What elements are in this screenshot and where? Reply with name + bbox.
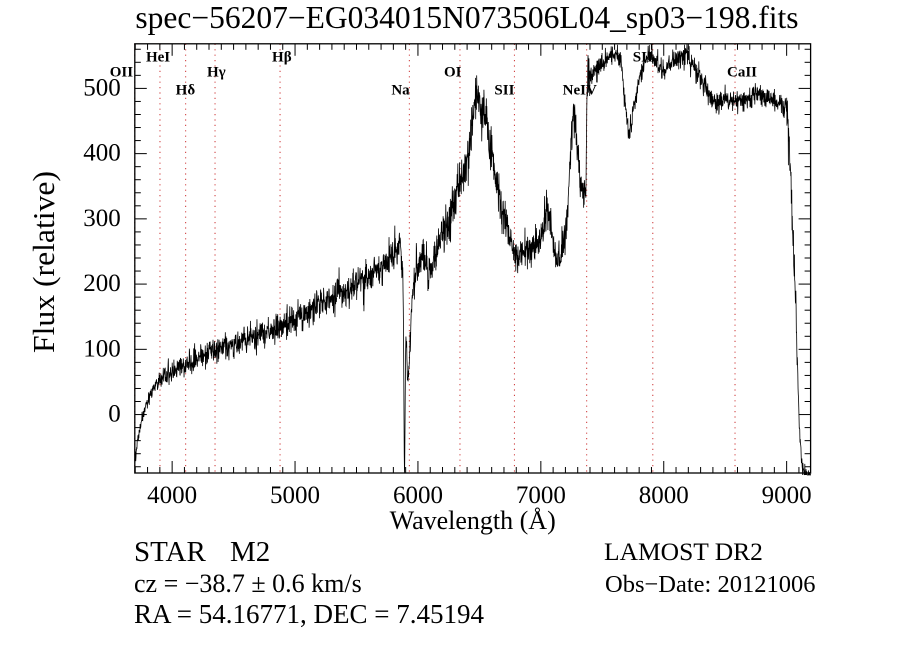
svg-text:Obs−Date: 20121006: Obs−Date: 20121006 — [605, 571, 815, 598]
svg-text:5000: 5000 — [270, 482, 320, 509]
svg-text:6000: 6000 — [393, 482, 443, 509]
svg-text:4000: 4000 — [147, 482, 197, 509]
svg-text:0: 0 — [108, 401, 121, 428]
svg-text:Na: Na — [391, 83, 410, 99]
svg-text:OII: OII — [110, 65, 134, 81]
svg-text:300: 300 — [83, 205, 121, 232]
svg-text:LAMOST DR2: LAMOST DR2 — [604, 537, 763, 566]
svg-text:100: 100 — [83, 335, 121, 362]
svg-text:CaII: CaII — [727, 65, 757, 81]
svg-text:spec−56207−EG034015N073506L04_: spec−56207−EG034015N073506L04_sp03−198.f… — [135, 0, 798, 35]
svg-text:Wavelength (Å): Wavelength (Å) — [390, 506, 556, 535]
svg-text:SII: SII — [494, 83, 514, 99]
svg-text:STAR: STAR — [134, 536, 206, 568]
svg-text:M2: M2 — [230, 536, 270, 568]
svg-text:Hβ: Hβ — [272, 50, 292, 66]
svg-text:NeIV: NeIV — [563, 83, 597, 99]
svg-text:7000: 7000 — [516, 482, 566, 509]
svg-text:Flux (relative): Flux (relative) — [26, 171, 61, 353]
svg-text:200: 200 — [83, 270, 121, 297]
svg-text:Hδ: Hδ — [176, 83, 196, 99]
svg-text:400: 400 — [83, 140, 121, 167]
svg-text:8000: 8000 — [639, 482, 689, 509]
svg-text:OI: OI — [444, 65, 462, 81]
svg-text:RA = 54.16771, DEC = 7.45194: RA = 54.16771, DEC = 7.45194 — [134, 599, 484, 629]
svg-text:9000: 9000 — [762, 482, 812, 509]
svg-text:cz = −38.7 ± 0.6 km/s: cz = −38.7 ± 0.6 km/s — [134, 569, 362, 598]
svg-text:Hγ: Hγ — [207, 65, 226, 81]
svg-text:HeI: HeI — [146, 50, 170, 66]
svg-text:SII: SII — [633, 50, 653, 66]
